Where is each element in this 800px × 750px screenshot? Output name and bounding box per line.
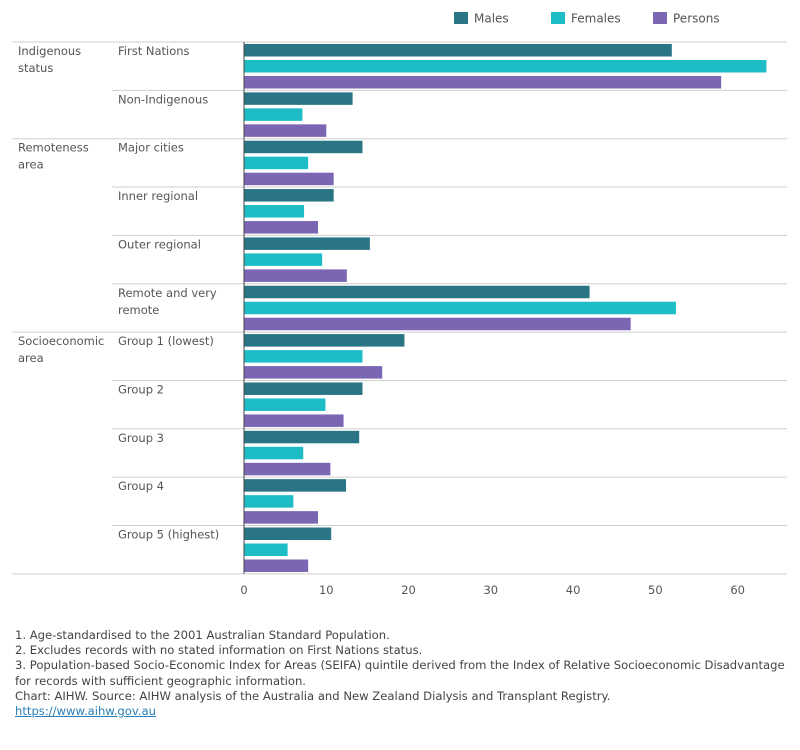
bar-males: [244, 92, 353, 105]
bar-males: [244, 430, 360, 444]
bar-persons: [244, 414, 344, 427]
bar-females: [244, 108, 303, 121]
category-label: Remote and very: [118, 286, 217, 300]
bar-males: [244, 382, 363, 395]
category-label: Non-Indigenous: [118, 92, 208, 106]
bar-females: [244, 253, 323, 266]
category-label: Group 1 (lowest): [118, 334, 214, 348]
bar-males: [244, 527, 332, 540]
category-label: Major cities: [118, 141, 184, 155]
source-link[interactable]: https://www.aihw.gov.au: [15, 704, 156, 719]
bar-persons: [244, 124, 327, 137]
legend-label-females: Females: [571, 12, 621, 26]
x-tick-label: 30: [483, 583, 498, 597]
bar-females: [244, 205, 305, 218]
bar-females: [244, 60, 767, 73]
group-label: area: [18, 351, 44, 365]
legend-swatch-females: [551, 12, 565, 24]
bar-females: [244, 301, 676, 315]
bar-persons: [244, 559, 309, 572]
note-2: 2. Excludes records with no stated infor…: [15, 643, 423, 658]
x-tick-label: 60: [730, 583, 745, 597]
x-tick-label: 40: [566, 583, 581, 597]
legend-swatch-males: [454, 12, 468, 24]
bar-females: [244, 398, 326, 411]
group-label: status: [18, 61, 53, 75]
bar-males: [244, 334, 405, 347]
x-tick-label: 20: [401, 583, 416, 597]
bar-females: [244, 543, 288, 556]
note-1: 1. Age-standardised to the 2001 Australi…: [15, 628, 390, 642]
group-label: area: [18, 158, 44, 172]
category-label: remote: [118, 303, 159, 317]
legend-label-persons: Persons: [673, 12, 720, 26]
bar-males: [244, 44, 672, 57]
bar-males: [244, 140, 363, 154]
bar-females: [244, 446, 304, 460]
note-3: 3. Population-based Socio-Economic Index…: [15, 658, 785, 688]
bar-males: [244, 189, 334, 202]
bar-males: [244, 479, 347, 492]
chart-notes: 1. Age-standardised to the 2001 Australi…: [15, 628, 790, 719]
bar-females: [244, 350, 363, 363]
legend-swatch-persons: [653, 12, 667, 24]
group-label: Socioeconomic: [18, 334, 104, 348]
bar-females: [244, 156, 309, 170]
category-label: Group 4: [118, 479, 164, 493]
bar-males: [244, 285, 590, 299]
category-label: Inner regional: [118, 189, 198, 203]
bar-chart: Males Females Persons Indigenous status First…: [12, 12, 787, 597]
bar-males: [244, 237, 370, 250]
bar-persons: [244, 317, 631, 331]
source-text: Chart: AIHW. Source: AIHW analysis of th…: [15, 688, 611, 703]
bar-persons: [244, 366, 383, 379]
bar-persons: [244, 172, 334, 186]
x-tick-label: 10: [319, 583, 334, 597]
group-label: Remoteness: [18, 141, 89, 155]
group-label: Indigenous: [18, 44, 81, 58]
bar-persons: [244, 511, 319, 524]
bar-females: [244, 495, 294, 508]
bar-persons: [244, 462, 331, 476]
x-tick-label: 50: [648, 583, 663, 597]
bar-persons: [244, 76, 722, 89]
category-label: First Nations: [118, 44, 190, 58]
bar-persons: [244, 269, 347, 282]
category-label: Group 3: [118, 431, 164, 445]
bar-persons: [244, 221, 319, 234]
legend-label-males: Males: [474, 12, 509, 26]
category-label: Group 2: [118, 382, 164, 396]
category-label: Group 5 (highest): [118, 528, 219, 542]
category-label: Outer regional: [118, 237, 201, 251]
x-tick-label: 0: [240, 583, 247, 597]
